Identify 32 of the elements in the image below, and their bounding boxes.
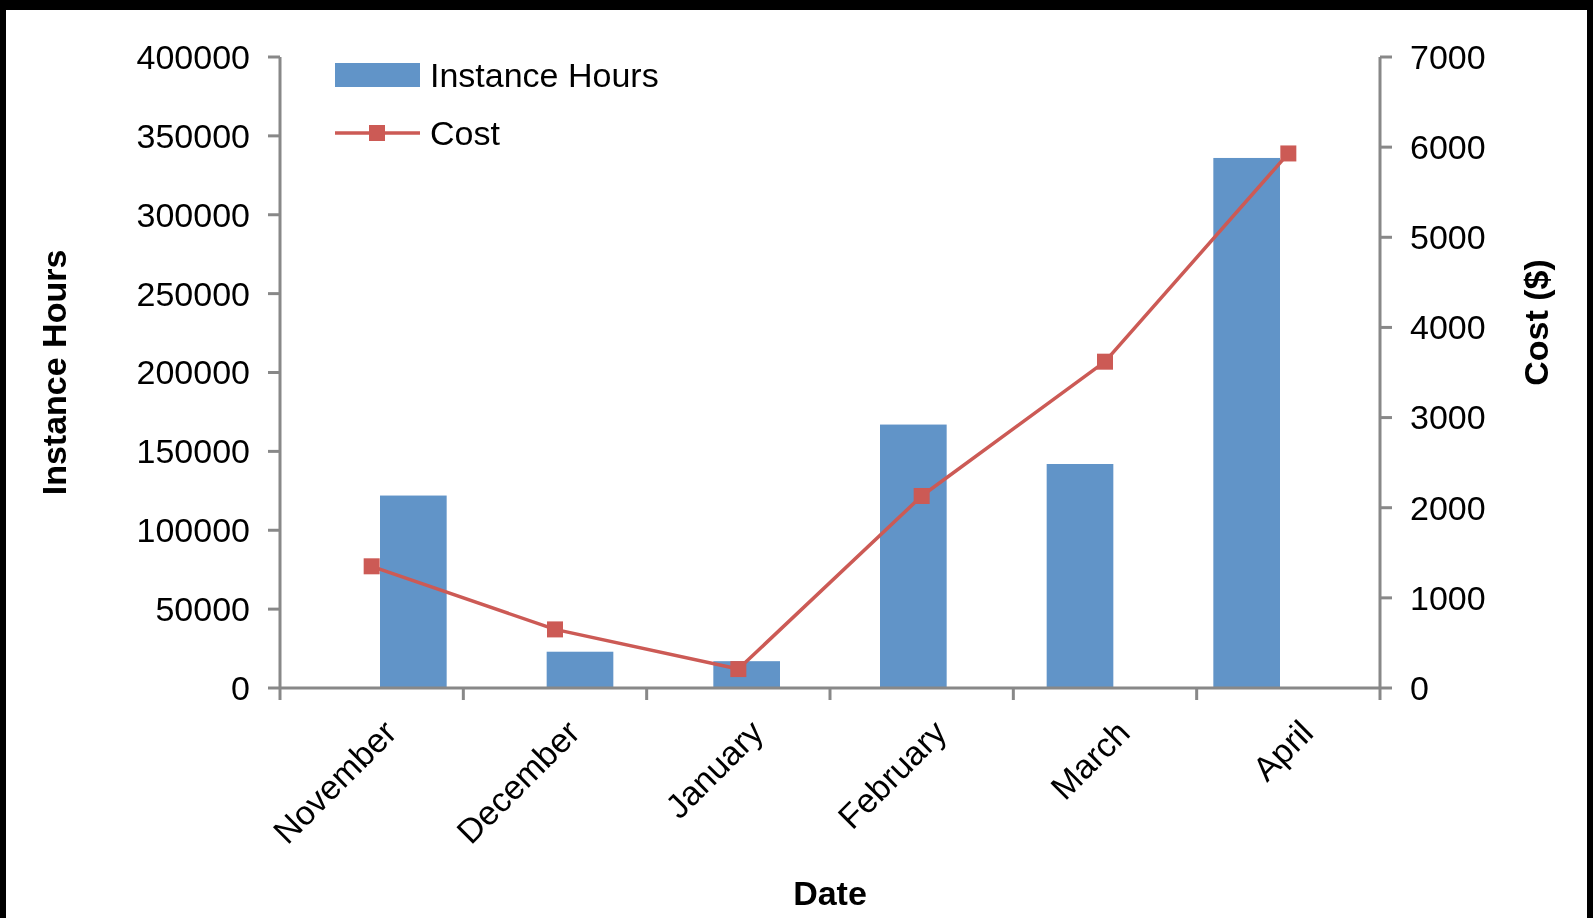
y2-tick-label: 4000: [1410, 308, 1486, 347]
legend-label: Instance Hours: [430, 55, 659, 94]
point: [1097, 353, 1113, 370]
point: [913, 488, 930, 504]
y2-tick-label: 0: [1410, 668, 1429, 707]
y2-tick-label: 1000: [1410, 578, 1486, 617]
bar: [546, 651, 614, 688]
y2-axis-title: Cost ($): [1517, 259, 1555, 386]
y2-tick-label: 6000: [1410, 128, 1486, 167]
y-tick-label: 150000: [136, 432, 250, 471]
y-tick-label: 250000: [136, 274, 250, 313]
legend-label: Cost: [430, 113, 501, 152]
bar: [1046, 464, 1114, 688]
y2-tick-label: 3000: [1410, 398, 1486, 437]
x-axis-title: Date: [793, 874, 867, 912]
y-tick-label: 50000: [155, 590, 250, 629]
y2-tick-label: 5000: [1410, 218, 1486, 257]
y-tick-label: 0: [231, 668, 250, 707]
point: [1280, 145, 1297, 162]
y2-tick-label: 7000: [1410, 37, 1486, 76]
y-tick-label: 200000: [136, 353, 250, 392]
y2-tick-label: 2000: [1410, 488, 1486, 527]
y-tick-label: 350000: [136, 116, 250, 155]
y-axis-title: Instance Hours: [35, 249, 73, 496]
y-tick-label: 400000: [136, 37, 250, 76]
bar: [1213, 157, 1280, 688]
y-tick-label: 300000: [136, 195, 250, 234]
point: [363, 558, 380, 575]
point: [547, 621, 563, 638]
bar: [880, 424, 947, 688]
y-tick-label: 100000: [136, 511, 250, 550]
bar: [380, 495, 447, 688]
